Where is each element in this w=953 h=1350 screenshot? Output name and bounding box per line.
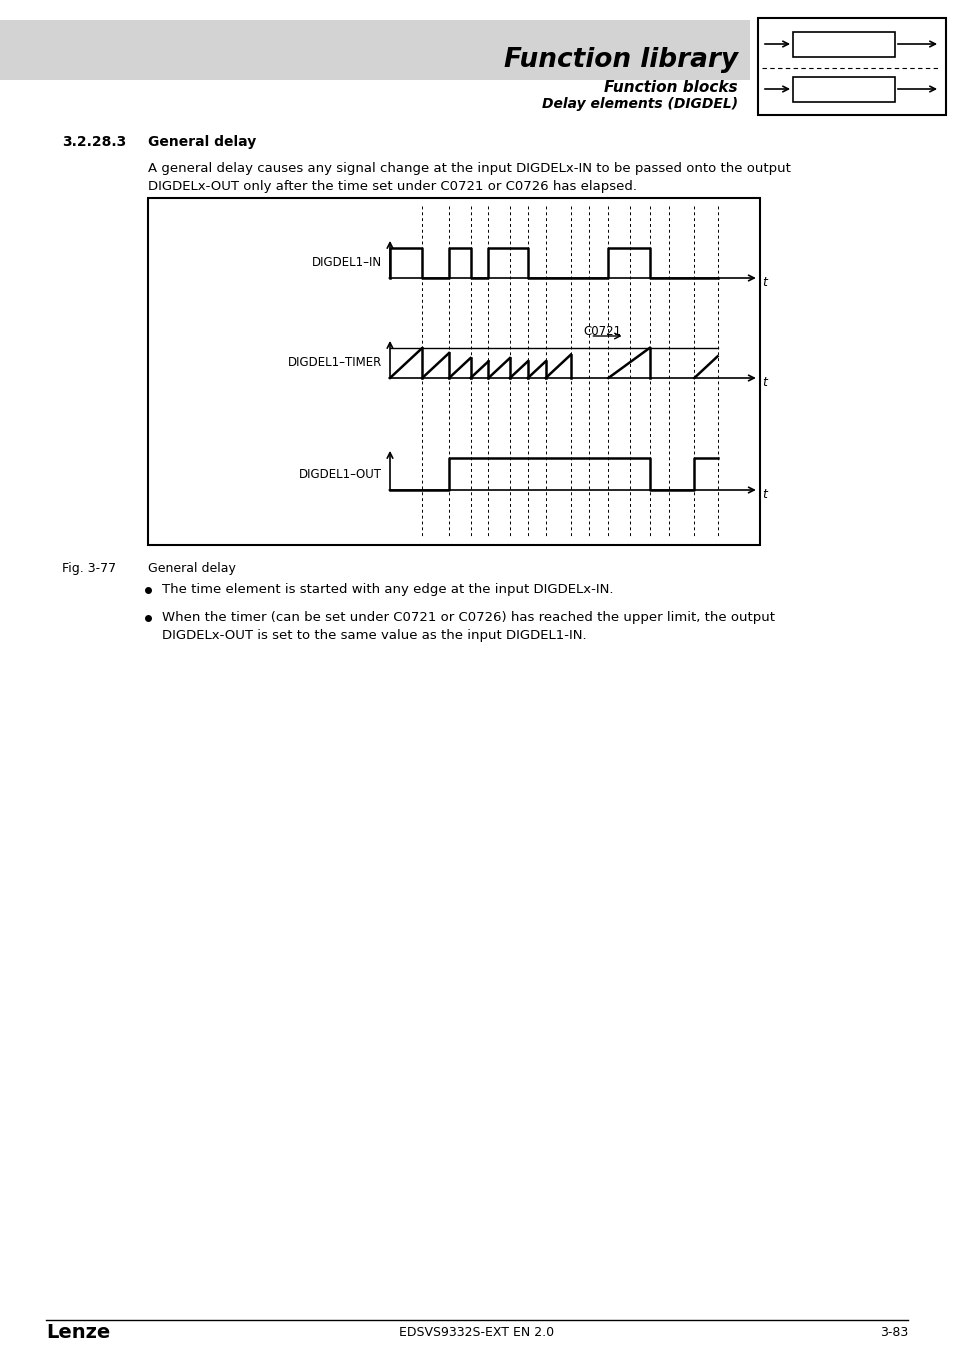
Text: A general delay causes any signal change at the input DIGDELx-IN to be passed on: A general delay causes any signal change… [148,162,790,176]
Text: General delay: General delay [148,135,256,148]
Text: t: t [761,277,766,289]
Bar [758,18,945,115]
Text: Lenze: Lenze [46,1323,111,1342]
Text: DIGDEL1–OUT: DIGDEL1–OUT [298,467,381,481]
Bar [148,198,760,545]
Text: Delay elements (DIGDEL): Delay elements (DIGDEL) [541,97,738,111]
Bar [792,77,894,103]
Text: General delay: General delay [148,562,235,575]
Text: The time element is started with any edge at the input DIGDELx-IN.: The time element is started with any edg… [162,583,613,597]
Text: EDSVS9332S-EXT EN 2.0: EDSVS9332S-EXT EN 2.0 [399,1327,554,1339]
Text: 3-83: 3-83 [879,1327,907,1339]
Text: Function blocks: Function blocks [604,81,738,96]
Text: Function library: Function library [503,47,738,73]
Bar [0,20,749,80]
Text: DIGDEL1–TIMER: DIGDEL1–TIMER [288,356,381,370]
Text: t: t [761,489,766,501]
Bar [792,32,894,57]
Text: C0721: C0721 [583,325,621,338]
Text: DIGDELx-OUT is set to the same value as the input DIGDEL1-IN.: DIGDELx-OUT is set to the same value as … [162,629,586,643]
Text: t: t [761,377,766,390]
Text: 3.2.28.3: 3.2.28.3 [62,135,126,148]
Text: DIGDEL1–IN: DIGDEL1–IN [312,256,381,270]
Text: When the timer (can be set under C0721 or C0726) has reached the upper limit, th: When the timer (can be set under C0721 o… [162,612,774,625]
Text: DIGDELx-OUT only after the time set under C0721 or C0726 has elapsed.: DIGDELx-OUT only after the time set unde… [148,180,637,193]
Text: Fig. 3-77: Fig. 3-77 [62,562,116,575]
